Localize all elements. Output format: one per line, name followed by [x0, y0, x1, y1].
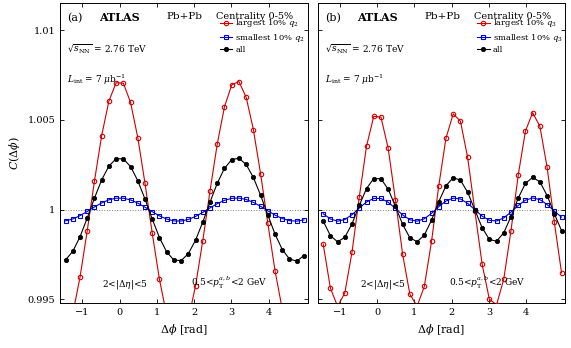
Text: ATLAS: ATLAS: [357, 13, 398, 23]
Text: (b): (b): [325, 13, 341, 23]
Text: 0.5<$p_{\mathrm{T}}^{a,b}$<2 GeV: 0.5<$p_{\mathrm{T}}^{a,b}$<2 GeV: [449, 275, 525, 291]
X-axis label: $\Delta\phi$ [rad]: $\Delta\phi$ [rad]: [417, 322, 465, 337]
Legend: largest 10% $q_3$, smallest 10% $q_3$, all: largest 10% $q_3$, smallest 10% $q_3$, a…: [476, 17, 564, 54]
Text: ATLAS: ATLAS: [99, 13, 140, 23]
Text: Centrality 0-5%: Centrality 0-5%: [216, 13, 293, 22]
Text: Centrality 0-5%: Centrality 0-5%: [473, 13, 551, 22]
Text: 2<|$\Delta\eta$|<5: 2<|$\Delta\eta$|<5: [360, 278, 405, 291]
Text: $L_{\mathrm{int}}$ = 7 $\mu$b$^{-1}$: $L_{\mathrm{int}}$ = 7 $\mu$b$^{-1}$: [325, 72, 384, 87]
Text: (a): (a): [67, 13, 83, 23]
Text: $L_{\mathrm{int}}$ = 7 $\mu$b$^{-1}$: $L_{\mathrm{int}}$ = 7 $\mu$b$^{-1}$: [67, 72, 126, 87]
Text: $\sqrt{s_{\mathrm{NN}}}$ = 2.76 TeV: $\sqrt{s_{\mathrm{NN}}}$ = 2.76 TeV: [67, 42, 147, 55]
X-axis label: $\Delta\phi$ [rad]: $\Delta\phi$ [rad]: [160, 322, 208, 337]
Legend: largest 10% $q_2$, smallest 10% $q_2$, all: largest 10% $q_2$, smallest 10% $q_2$, a…: [219, 17, 306, 54]
Text: Pb+Pb: Pb+Pb: [167, 13, 203, 22]
Text: 2<|$\Delta\eta$|<5: 2<|$\Delta\eta$|<5: [102, 278, 148, 291]
Y-axis label: $C(\Delta\phi)$: $C(\Delta\phi)$: [7, 136, 22, 170]
Text: 0.5<$p_{\mathrm{T}}^{a,b}$<2 GeV: 0.5<$p_{\mathrm{T}}^{a,b}$<2 GeV: [191, 275, 268, 291]
Text: $\sqrt{s_{\mathrm{NN}}}$ = 2.76 TeV: $\sqrt{s_{\mathrm{NN}}}$ = 2.76 TeV: [325, 42, 405, 55]
Text: Pb+Pb: Pb+Pb: [424, 13, 460, 22]
